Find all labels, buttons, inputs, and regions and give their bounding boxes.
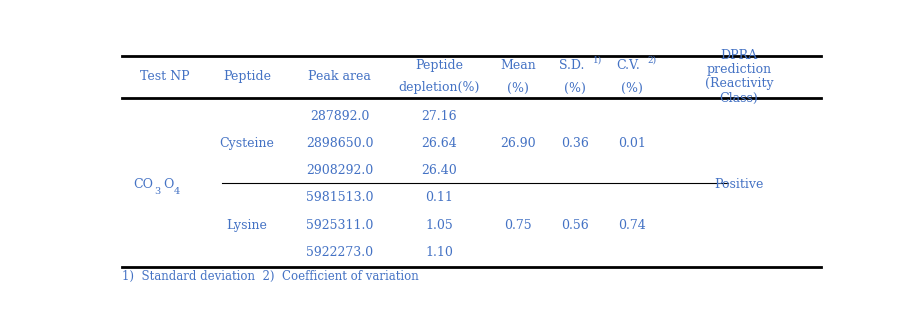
Text: O: O [163,178,173,191]
Text: 2898650.0: 2898650.0 [305,137,373,150]
Text: (%): (%) [620,82,642,94]
Text: Peptide: Peptide [222,70,270,83]
Text: 1)  Standard deviation  2)  Coefficient of variation: 1) Standard deviation 2) Coefficient of … [122,270,418,283]
Text: Lysine: Lysine [226,219,267,232]
Text: 1.05: 1.05 [425,219,453,232]
Text: 0.36: 0.36 [561,137,588,150]
Text: Peptide: Peptide [415,59,463,72]
Text: depletion(%): depletion(%) [398,82,480,94]
Text: 0.56: 0.56 [561,219,588,232]
Text: DPRA: DPRA [720,49,756,62]
Text: 26.40: 26.40 [421,164,457,177]
Text: 1): 1) [592,56,601,65]
Text: 0.74: 0.74 [618,219,645,232]
Text: 0.01: 0.01 [618,137,645,150]
Text: 0.75: 0.75 [504,219,531,232]
Text: 2908292.0: 2908292.0 [306,164,373,177]
Text: (%): (%) [506,82,528,94]
Text: 3: 3 [154,187,160,196]
Text: 1.10: 1.10 [425,246,453,259]
Text: prediction: prediction [706,63,771,76]
Text: Peak area: Peak area [308,70,370,83]
Text: (%): (%) [563,82,585,94]
Text: C.V.: C.V. [616,59,640,72]
Text: Positive: Positive [713,178,763,191]
Text: 0.11: 0.11 [425,191,453,204]
Text: 287892.0: 287892.0 [310,110,369,123]
Text: 5925311.0: 5925311.0 [306,219,373,232]
Text: 5981513.0: 5981513.0 [305,191,373,204]
Text: Mean: Mean [499,59,535,72]
Text: 2): 2) [647,56,656,65]
Text: CO: CO [132,178,153,191]
Text: 26.90: 26.90 [500,137,535,150]
Text: 26.64: 26.64 [421,137,457,150]
Text: 5922273.0: 5922273.0 [306,246,373,259]
Text: Test NP: Test NP [140,70,189,83]
Text: 27.16: 27.16 [421,110,457,123]
Text: Class): Class) [719,91,757,104]
Text: S.D.: S.D. [558,59,584,72]
Text: 4: 4 [174,187,179,196]
Text: Cysteine: Cysteine [220,137,274,150]
Text: (Reactivity: (Reactivity [704,77,772,91]
